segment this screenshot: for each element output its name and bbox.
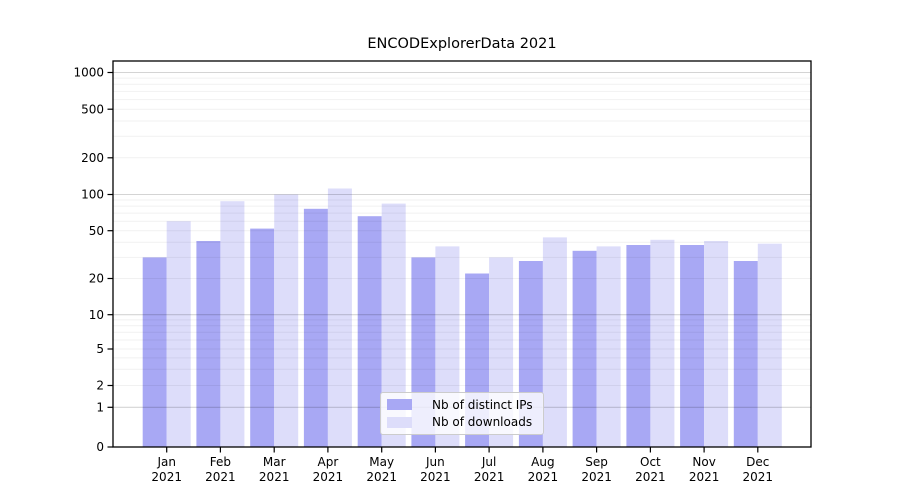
y-tick-label: 50 [89, 224, 104, 238]
x-tick-label-year: 2021 [366, 470, 397, 484]
x-tick-label-year: 2021 [528, 470, 559, 484]
x-tick-label-month: May [369, 455, 394, 469]
x-tick-label-month: Dec [746, 455, 769, 469]
x-axis: Jan2021Feb2021Mar2021Apr2021May2021Jun20… [151, 447, 773, 484]
legend-label-downloads: Nb of downloads [432, 415, 533, 430]
x-tick-label-year: 2021 [313, 470, 344, 484]
y-tick-label: 1 [96, 401, 104, 415]
y-tick-label: 500 [81, 102, 104, 116]
bar-distinct-ips-apr [303, 208, 328, 447]
x-tick-label-month: Mar [263, 455, 286, 469]
x-tick-label-year: 2021 [635, 470, 666, 484]
plot-border [112, 60, 812, 448]
bar-downloads-dec [757, 243, 782, 447]
bar-downloads-apr [327, 188, 352, 447]
y-tick-label: 200 [81, 151, 104, 165]
y-axis: 0 1 2 5 10 20 50 100 200 500 1000 [73, 66, 113, 454]
bar-downloads-sep [596, 246, 621, 447]
x-tick-label-month: Oct [640, 455, 661, 469]
bar-distinct-ips-may [357, 216, 382, 447]
legend-swatch-distinct-ips [387, 399, 412, 411]
x-tick-label-year: 2021 [420, 470, 451, 484]
x-tick-label-year: 2021 [689, 470, 720, 484]
y-tick-label: 0 [96, 440, 104, 454]
bar-distinct-ips-sep [572, 250, 597, 447]
x-tick-label-year: 2021 [151, 470, 182, 484]
bar-downloads-feb [220, 201, 245, 447]
x-tick-label-month: Jul [481, 455, 496, 469]
y-tick-label: 20 [89, 272, 104, 286]
x-tick-label-year: 2021 [205, 470, 236, 484]
chart-title: ENCODExplorerData 2021 [367, 36, 557, 52]
x-tick-label-month: Apr [318, 455, 339, 469]
x-tick-label-month: Aug [531, 455, 554, 469]
x-tick-label-month: Jan [156, 455, 176, 469]
x-tick-label-month: Nov [692, 455, 715, 469]
bar-downloads-aug [542, 237, 567, 447]
legend-item-downloads: Nb of downloads [387, 414, 537, 430]
legend: Nb of distinct IPs Nb of downloads [380, 392, 544, 435]
bar-distinct-ips-nov [680, 245, 705, 447]
bar-distinct-ips-feb [196, 241, 221, 447]
y-tick-label: 2 [96, 379, 104, 393]
bar-distinct-ips-jan [142, 257, 167, 447]
legend-item-distinct-ips: Nb of distinct IPs [387, 397, 537, 413]
gridlines [113, 71, 811, 408]
y-tick-label: 1000 [73, 66, 104, 80]
x-tick-label-year: 2021 [474, 470, 505, 484]
bar-downloads-jan [166, 221, 191, 447]
bar-downloads-mar [274, 194, 299, 447]
legend-label-distinct-ips: Nb of distinct IPs [432, 397, 533, 412]
bar-distinct-ips-oct [626, 245, 651, 447]
x-tick-label-month: Feb [210, 455, 231, 469]
x-tick-label-year: 2021 [743, 470, 774, 484]
bar-distinct-ips-dec [733, 261, 758, 447]
bar-downloads-oct [650, 239, 675, 447]
bar-downloads-nov [704, 241, 729, 447]
legend-swatch-downloads [387, 416, 412, 428]
y-tick-label: 10 [89, 308, 104, 322]
y-tick-label: 100 [81, 188, 104, 202]
x-tick-label-year: 2021 [259, 470, 290, 484]
bar-distinct-ips-mar [250, 228, 275, 447]
x-tick-label-month: Jun [425, 455, 445, 469]
y-tick-label: 5 [96, 342, 104, 356]
x-tick-label-month: Sep [585, 455, 608, 469]
x-tick-label-year: 2021 [581, 470, 612, 484]
